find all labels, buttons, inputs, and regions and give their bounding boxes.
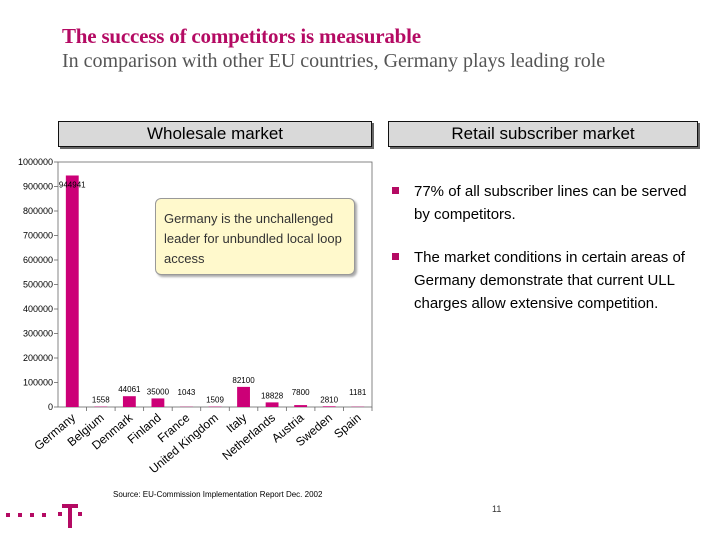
bar [265,402,279,407]
bullet-item: 77% of all subscriber lines can be serve… [392,180,692,226]
y-tick-label: 300000 [23,329,53,339]
y-tick-label: 400000 [23,304,53,314]
data-label: 2810 [320,395,338,404]
bar [151,398,165,407]
bar [322,406,336,407]
bar [65,175,79,407]
data-label: 18828 [261,391,284,400]
wholesale-market-header: Wholesale market [58,121,372,147]
retail-market-header: Retail subscriber market [388,121,698,147]
y-tick-label: 600000 [23,255,53,265]
bullet-square-icon [392,253,399,260]
data-label: 44061 [118,385,141,394]
y-tick-label: 0 [48,402,53,412]
bullet-text: The market conditions in certain areas o… [414,249,685,312]
data-label: 7800 [292,388,310,397]
bullet-square-icon [392,187,399,194]
y-tick-label: 100000 [23,378,53,388]
y-tick-label: 500000 [23,280,53,290]
y-tick-label: 200000 [23,353,53,363]
data-label: 82100 [232,376,255,385]
y-tick-label: 800000 [23,206,53,216]
y-tick-label: 900000 [23,182,53,192]
bullet-item: The market conditions in certain areas o… [392,246,692,315]
telekom-logo-icon [6,504,82,528]
data-label: 944941 [59,180,86,189]
y-tick-label: 700000 [23,231,53,241]
data-label: 1558 [92,396,110,405]
y-tick-label: 1000000 [18,157,53,167]
bullet-text: 77% of all subscriber lines can be serve… [414,183,687,223]
data-label: 35000 [147,387,170,396]
callout-note: Germany is the unchallenged leader for u… [155,198,355,275]
category-label: Netherlands [219,411,278,463]
source-note: Source: EU-Commission Implementation Rep… [113,490,323,499]
page-subtitle: In comparison with other EU countries, G… [62,50,606,72]
data-label: 1043 [178,388,196,397]
category-label: Spain [331,411,364,441]
data-label: 1509 [206,396,224,405]
data-label: 1181 [349,388,367,397]
bar [237,386,250,407]
bar [122,396,136,407]
bullet-list: 77% of all subscriber lines can be serve… [392,180,692,335]
page-title: The success of competitors is measurable [62,24,421,48]
bar [294,405,308,407]
page-number: 11 [492,504,502,514]
